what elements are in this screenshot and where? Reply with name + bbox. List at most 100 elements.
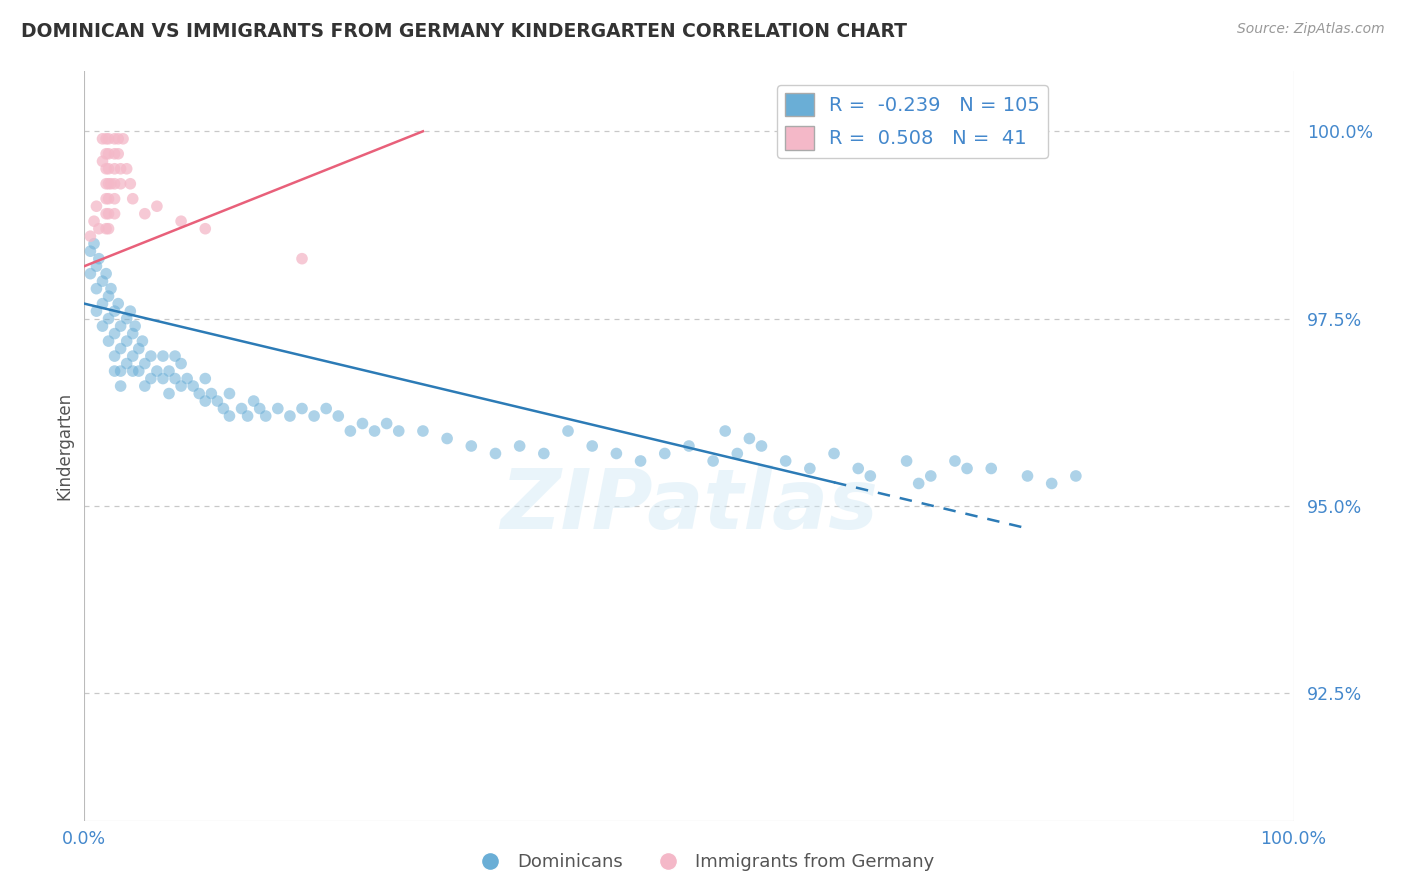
Point <box>100 177 122 191</box>
Point <box>139 349 162 363</box>
Point <box>170 357 193 371</box>
Point <box>212 401 235 416</box>
Point <box>630 454 652 468</box>
Point <box>315 401 337 416</box>
Point <box>339 424 361 438</box>
Point <box>97 207 120 221</box>
Point <box>291 401 314 416</box>
Point <box>738 432 761 446</box>
Point <box>170 379 193 393</box>
Point <box>91 274 114 288</box>
Point <box>200 386 222 401</box>
Point <box>152 371 174 385</box>
Point <box>363 424 385 438</box>
Point <box>412 424 434 438</box>
Point <box>654 446 676 460</box>
Point <box>533 446 555 460</box>
Point <box>134 357 156 371</box>
Point <box>157 386 180 401</box>
Point <box>87 252 110 266</box>
Point <box>94 161 117 176</box>
Point <box>97 177 120 191</box>
Point <box>83 236 105 251</box>
Point <box>107 132 129 146</box>
Point <box>110 177 132 191</box>
Point <box>328 409 350 423</box>
Point <box>94 207 117 221</box>
Point <box>194 394 217 409</box>
Point <box>218 386 240 401</box>
Legend: R =  -0.239   N = 105, R =  0.508   N =  41: R = -0.239 N = 105, R = 0.508 N = 41 <box>778 85 1047 158</box>
Point <box>121 364 143 378</box>
Point <box>94 221 117 235</box>
Point <box>194 221 217 235</box>
Point <box>104 364 127 378</box>
Point <box>110 342 132 356</box>
Point <box>91 132 114 146</box>
Point <box>375 417 398 431</box>
Point <box>146 364 169 378</box>
Point <box>104 304 127 318</box>
Point <box>121 192 143 206</box>
Point <box>110 364 132 378</box>
Point <box>581 439 603 453</box>
Point <box>110 161 132 176</box>
Point <box>254 409 277 423</box>
Point <box>907 476 929 491</box>
Point <box>79 267 101 281</box>
Point <box>460 439 482 453</box>
Point <box>980 461 1002 475</box>
Point <box>97 146 120 161</box>
Point <box>94 177 117 191</box>
Point <box>165 349 187 363</box>
Point <box>267 401 290 416</box>
Point <box>104 161 127 176</box>
Point <box>128 364 150 378</box>
Text: ZIPatlas: ZIPatlas <box>501 466 877 547</box>
Point <box>120 177 142 191</box>
Point <box>104 132 127 146</box>
Point <box>725 446 748 460</box>
Point <box>115 357 138 371</box>
Point <box>83 214 105 228</box>
Point <box>714 424 737 438</box>
Point <box>94 132 117 146</box>
Point <box>896 454 918 468</box>
Point <box>97 192 120 206</box>
Point <box>823 446 845 460</box>
Point <box>110 379 132 393</box>
Point <box>146 199 169 213</box>
Point <box>702 454 724 468</box>
Point <box>218 409 240 423</box>
Point <box>86 282 108 296</box>
Point <box>104 207 127 221</box>
Point <box>110 319 132 334</box>
Point <box>859 469 882 483</box>
Point <box>207 394 229 409</box>
Point <box>100 282 122 296</box>
Point <box>291 252 314 266</box>
Point <box>86 304 108 318</box>
Point <box>557 424 579 438</box>
Point <box>509 439 531 453</box>
Point <box>97 311 120 326</box>
Point <box>79 229 101 244</box>
Point <box>751 439 773 453</box>
Point <box>236 409 259 423</box>
Point <box>170 214 193 228</box>
Point <box>87 221 110 235</box>
Point <box>115 311 138 326</box>
Point <box>107 296 129 310</box>
Point <box>920 469 942 483</box>
Point <box>131 334 153 348</box>
Point <box>121 326 143 341</box>
Point <box>134 379 156 393</box>
Point <box>157 364 180 378</box>
Point <box>97 161 120 176</box>
Point <box>97 289 120 303</box>
Point <box>97 132 120 146</box>
Y-axis label: Kindergarten: Kindergarten <box>55 392 73 500</box>
Point <box>94 192 117 206</box>
Point <box>104 177 127 191</box>
Point <box>86 199 108 213</box>
